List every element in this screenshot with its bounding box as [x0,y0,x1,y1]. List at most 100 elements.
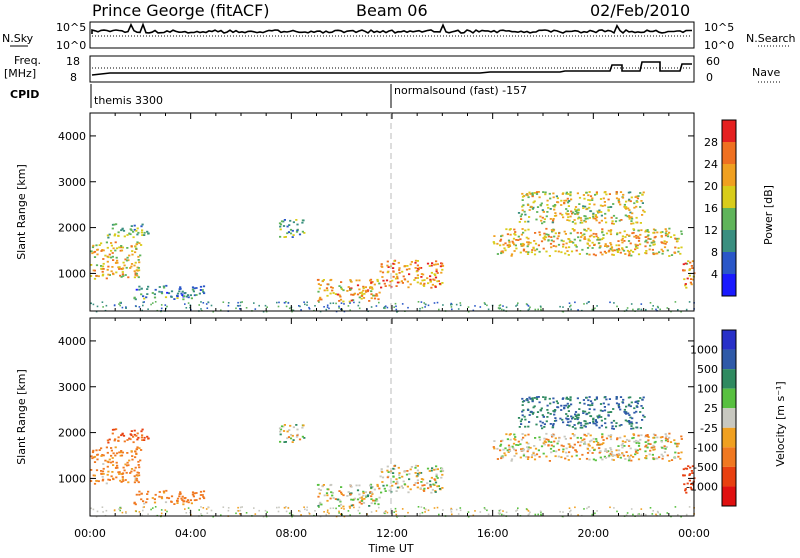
scatter-cell [643,416,646,418]
scatter-cell [534,249,537,252]
scatter-cell [524,213,527,216]
scatter-cell [544,191,547,194]
scatter-cell [539,204,542,207]
scatter-cell [569,437,572,440]
scatter-cell [410,466,413,468]
scatter-cell [91,252,94,255]
scatter-cell [526,245,529,248]
scatter-cell [346,290,349,292]
scatter-cell [547,440,550,443]
scatter-cell [635,216,638,219]
scatter-cell [503,452,506,455]
scatter-cell [338,499,341,502]
scatter-cell [92,244,95,247]
scatter-cell [538,401,541,404]
scatter-cell [134,477,137,480]
scatter-cell [195,287,198,289]
scatter-cell [540,240,544,243]
scatter-cell [119,274,122,277]
ground-cell [393,511,395,513]
scatter-cell [683,474,686,477]
ground-cell [353,301,355,304]
scatter-cell [302,219,305,222]
scatter-cell [646,440,649,443]
scatter-cell [146,230,149,233]
ground-cell [527,305,530,307]
scatter-cell [586,448,589,450]
scatter-cell [369,286,372,288]
ground-cell [152,302,154,304]
scatter-cell [621,247,624,249]
scatter-cell [625,246,628,248]
scatter-cell [406,265,409,267]
scatter-cell [616,455,619,458]
time-axis-label: Time UT [367,542,413,554]
scatter-cell [522,453,526,456]
scatter-cell [603,204,607,207]
ground-cell [516,509,519,511]
scatter-cell [506,244,509,247]
scatter-cell [370,281,373,284]
scatter-cell [535,423,538,426]
scatter-cell [642,396,645,399]
scatter-cell [416,274,419,277]
power-cbar-label: 24 [704,158,718,171]
scatter-cell [540,445,544,448]
scatter-cell [547,444,550,447]
scatter-cell [635,439,638,442]
scatter-cell [520,243,523,246]
ground-cell [528,513,531,515]
scatter-cell [589,404,592,407]
scatter-cell [381,276,384,278]
ground-cell [613,302,615,304]
scatter-cell [129,433,132,436]
scatter-cell [295,424,298,426]
scatter-cell [114,438,117,441]
power-cbar-segment [722,252,736,274]
power-cbar-segment [722,120,736,142]
scatter-cell [598,447,601,449]
scatter-cell [573,443,576,446]
scatter-cell [525,455,528,458]
scatter-cell [199,285,203,288]
scatter-cell [571,228,574,230]
scatter-cell [594,254,597,257]
scatter-cell [195,499,198,501]
ground-cell [237,301,239,304]
scatter-cell [521,410,524,413]
scatter-cell [371,281,374,283]
scatter-cell [628,234,631,237]
scatter-cell [620,239,623,242]
scatter-cell [633,440,636,443]
noise-tick-lo-left: 10^0 [56,39,86,52]
scatter-cell [426,277,429,280]
scatter-cell [634,196,637,198]
ground-cell [340,302,343,304]
scatter-cell [408,478,411,481]
scatter-cell [546,211,549,213]
scatter-cell [167,497,171,500]
scatter-cell [673,234,676,237]
scatter-cell [435,270,438,273]
ground-cell [212,310,214,313]
ground-cell [436,301,439,304]
scatter-cell [604,217,607,220]
scatter-cell [562,245,565,248]
scatter-cell [551,435,554,438]
scatter-cell [585,191,588,194]
scatter-cell [107,256,110,259]
scatter-cell [182,503,185,506]
scatter-cell [611,222,614,225]
scatter-cell [562,445,565,448]
scatter-cell [610,421,613,424]
scatter-cell [666,249,669,252]
scatter-cell [668,255,671,257]
scatter-cell [282,220,285,223]
scatter-cell [676,442,679,445]
scatter-cell [617,201,621,204]
scatter-cell [600,219,603,222]
scatter-cell [680,451,683,454]
ground-cell [577,309,579,311]
scatter-cell [134,479,137,481]
scatter-cell [557,455,560,458]
